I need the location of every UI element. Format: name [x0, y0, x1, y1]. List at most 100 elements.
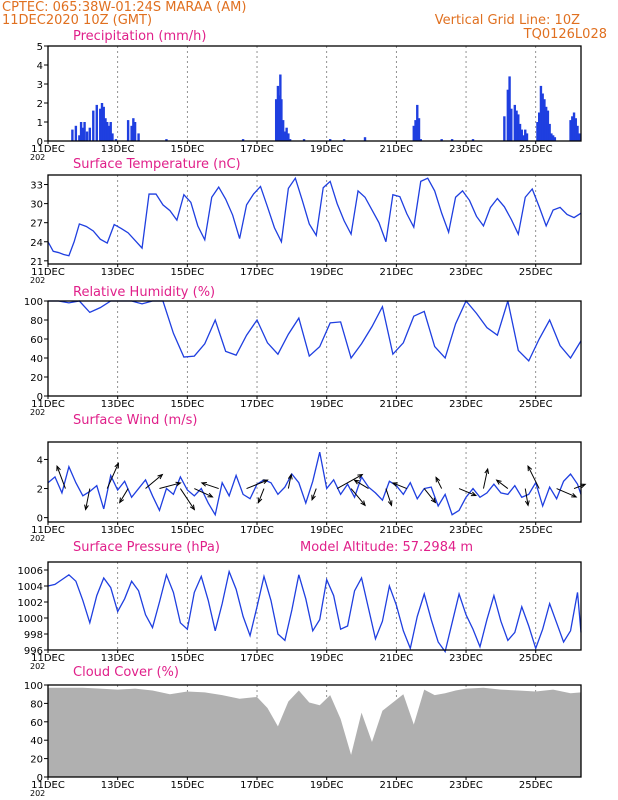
- y-tick-label: 40: [30, 736, 43, 747]
- wind-vector-arrow: [311, 488, 317, 500]
- wind-vector-arrow: [556, 488, 577, 498]
- x-tick-label: 23DEC: [449, 144, 483, 155]
- x-year-stub: 202: [30, 276, 45, 285]
- panel-2: 21 24 27 30 33 11DEC 13DEC 15DEC 17DEC 19DEC 21DEC…: [30, 157, 582, 285]
- wind-vector-arrow: [159, 482, 181, 490]
- x-tick-label: 23DEC: [449, 399, 483, 410]
- x-tick-label: 17DEC: [240, 780, 274, 791]
- x-tick-label: 21DEC: [379, 267, 413, 278]
- x-tick-label: 15DEC: [170, 780, 204, 791]
- panel-title: Surface Pressure (hPa): [73, 540, 220, 555]
- wind-vector-arrow: [257, 488, 265, 503]
- y-tick-label: 4: [37, 455, 43, 466]
- y-tick-label: 27: [30, 219, 43, 230]
- x-tick-label: 13DEC: [101, 267, 135, 278]
- precip-bar: [569, 120, 572, 141]
- wind-vector-head: [495, 479, 502, 485]
- x-tick-label: 15DEC: [170, 399, 204, 410]
- y-tick-label: 0: [37, 392, 43, 403]
- series-line: [47, 176, 582, 257]
- wind-vector-head: [387, 500, 393, 507]
- precip-bar: [508, 76, 511, 141]
- wind-vector-head: [353, 479, 360, 485]
- precip-bar: [548, 123, 551, 141]
- wind-vector-arrow: [145, 474, 163, 489]
- x-tick-label: 11DEC: [31, 267, 65, 278]
- x-tick-label: 21DEC: [379, 653, 413, 664]
- wind-vector-head: [84, 504, 89, 511]
- precip-bar: [522, 135, 525, 141]
- precip-bar: [85, 131, 89, 141]
- precip-bar: [111, 133, 114, 141]
- x-tick-label: 19DEC: [310, 399, 344, 410]
- x-tick-label: 25DEC: [519, 399, 553, 410]
- x-tick-label: 23DEC: [449, 525, 483, 536]
- wind-vector-head: [435, 476, 441, 483]
- precip-bar: [541, 93, 544, 141]
- wind-vector-head: [484, 467, 490, 474]
- precip-bar: [285, 127, 288, 141]
- precip-bar: [106, 122, 109, 141]
- precip-bar: [79, 122, 83, 141]
- x-tick-label: 21DEC: [379, 399, 413, 410]
- x-year-stub: 202: [30, 662, 45, 671]
- header-model-id: TQ0126L028: [523, 27, 607, 42]
- precip-bar: [553, 137, 557, 141]
- precip-bar: [130, 125, 133, 141]
- precip-bar: [503, 116, 506, 141]
- precip-bar: [544, 106, 548, 141]
- header-grid-line: Vertical Grid Line: 10Z: [435, 13, 580, 28]
- precip-bar: [574, 118, 577, 141]
- precip-bar: [281, 120, 285, 141]
- y-tick-label: 20: [30, 373, 43, 384]
- precip-bar: [539, 85, 543, 141]
- wind-vector-arrow: [194, 488, 213, 498]
- y-tick-label: 5: [37, 42, 43, 53]
- wind-vector-arrow: [354, 479, 369, 489]
- y-tick-label: 996: [24, 646, 43, 657]
- panel-frame: [47, 45, 582, 142]
- panel-subtitle: Model Altitude: 57.2984 m: [300, 540, 473, 555]
- x-tick-label: 11DEC: [31, 525, 65, 536]
- wind-vector-arrow: [435, 477, 443, 489]
- precip-bar: [114, 139, 118, 141]
- precip-bar: [363, 137, 367, 141]
- y-tick-label: 998: [24, 630, 43, 641]
- x-year-stub: 202: [30, 534, 45, 543]
- wind-vector-head: [470, 491, 478, 497]
- x-tick-label: 25DEC: [519, 267, 553, 278]
- precip-bar: [513, 104, 517, 141]
- x-tick-label: 15DEC: [170, 144, 204, 155]
- panel-frame: [47, 441, 582, 523]
- x-tick-label: 11DEC: [31, 144, 65, 155]
- precip-bar: [450, 139, 454, 141]
- precip-bar: [126, 120, 130, 141]
- panel-frame: [47, 684, 582, 778]
- precip-bar: [78, 135, 81, 141]
- series-line: [47, 452, 582, 517]
- precip-bar: [536, 122, 539, 141]
- wind-vector-arrow: [482, 468, 489, 489]
- x-tick-label: 17DEC: [240, 267, 274, 278]
- wind-vector-arrow: [496, 479, 509, 489]
- wind-vector-arrow: [458, 488, 477, 497]
- precip-bar: [99, 108, 102, 141]
- precip-bar: [510, 108, 513, 141]
- precip-bar: [546, 110, 550, 141]
- x-tick-label: 25DEC: [519, 144, 553, 155]
- panel-frame: [47, 174, 582, 265]
- precip-bar: [88, 127, 92, 141]
- header-location: CPTEC: 065:38W-01:24S MARAA (AM): [2, 0, 246, 15]
- y-tick-label: 0: [37, 137, 43, 148]
- y-tick-label: 100: [24, 681, 43, 692]
- y-tick-label: 1: [37, 118, 43, 129]
- panel-title: Relative Humidity (%): [73, 285, 215, 300]
- x-year-stub: 202: [30, 153, 45, 162]
- precip-bar: [543, 99, 546, 141]
- panel-1: 0 1 2 3 4 5 11DEC 13DEC 15DEC 17DEC 19DEC 21DEC 23DE…: [30, 29, 582, 162]
- y-tick-label: 3: [37, 80, 43, 91]
- precip-bar: [83, 122, 86, 141]
- precip-bar: [525, 133, 529, 141]
- precip-bar: [342, 139, 346, 141]
